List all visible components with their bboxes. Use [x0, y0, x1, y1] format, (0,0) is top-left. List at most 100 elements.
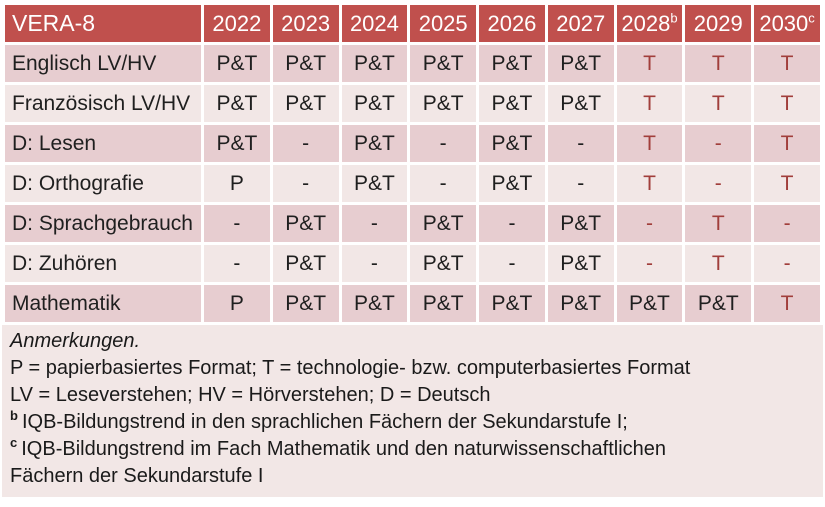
notes-heading: Anmerkungen. [10, 330, 141, 352]
table-row: D: Sprachgebrauch - P&T - P&T - P&T - T - [5, 205, 820, 242]
subject-cell: D: Orthografie [5, 165, 201, 202]
value-cell: - [272, 125, 339, 162]
value-cell: - [204, 205, 270, 242]
value-cell: P&T [272, 285, 339, 322]
table-row: D: Zuhören - P&T - P&T - P&T - T - [5, 245, 820, 282]
value-cell: P&T [272, 45, 339, 82]
table-header-row: VERA-8 2022 2023 2024 2025 2026 2027 2028b 2029… [5, 5, 820, 42]
subject-cell: Französisch LV/HV [5, 85, 201, 122]
value-cell: - [410, 165, 477, 202]
value-cell: T [754, 165, 820, 202]
value-cell: P&T [341, 285, 408, 322]
value-cell: T [616, 85, 683, 122]
value-cell: - [754, 205, 820, 242]
value-cell: - [341, 245, 408, 282]
value-cell: T [754, 45, 820, 82]
value-cell: - [547, 165, 614, 202]
table-row: Englisch LV/HV P&T P&T P&T P&T P&T P&T T T T [5, 45, 820, 82]
subject-cell: D: Zuhören [5, 245, 201, 282]
vera8-assessment-table: VERA-8 2022 2023 2024 2025 2026 2027 2028b 2029… [2, 2, 823, 325]
subject-cell: D: Lesen [5, 125, 201, 162]
note-b-marker: b [10, 408, 18, 424]
value-cell: P&T [341, 85, 408, 122]
value-cell: P&T [410, 245, 477, 282]
year-header-cell: 2029 [685, 5, 752, 42]
value-cell: P&T [410, 205, 477, 242]
value-cell: P&T [479, 85, 545, 122]
note-b-text: IQB-Bildungstrend in den sprachlichen Fä… [21, 411, 628, 433]
value-cell: - [754, 245, 820, 282]
table-row: D: Lesen P&T - P&T - P&T - T - T [5, 125, 820, 162]
value-cell: P&T [410, 45, 477, 82]
table-row: D: Orthografie P - P&T - P&T - T - T [5, 165, 820, 202]
value-cell: P&T [479, 125, 545, 162]
value-cell: T [754, 285, 820, 322]
notes-section: Anmerkungen. P = papierbasiertes Format;… [2, 325, 823, 497]
note-b: b IQB-Bildungstrend in den sprachlichen F… [10, 409, 813, 436]
value-cell: T [685, 45, 752, 82]
value-cell: T [616, 165, 683, 202]
value-cell: - [479, 205, 545, 242]
subject-cell: D: Sprachgebrauch [5, 205, 201, 242]
value-cell: - [272, 165, 339, 202]
value-cell: P&T [341, 165, 408, 202]
value-cell: - [341, 205, 408, 242]
value-cell: P&T [479, 285, 545, 322]
value-cell: T [685, 85, 752, 122]
value-cell: - [410, 125, 477, 162]
note-c: c IQB-Bildungstrend im Fach Mathematik un… [10, 436, 813, 463]
value-cell: P&T [479, 45, 545, 82]
value-cell: P&T [272, 245, 339, 282]
value-cell: P&T [547, 245, 614, 282]
value-cell: P&T [204, 45, 270, 82]
year-header-cell: 2025 [410, 5, 477, 42]
note-c-continuation: Fächern der Sekundarstufe I [10, 465, 264, 487]
value-cell: P&T [616, 285, 683, 322]
value-cell: T [754, 125, 820, 162]
value-cell: - [204, 245, 270, 282]
table-title: VERA-8 [5, 5, 201, 42]
value-cell: P&T [272, 85, 339, 122]
value-cell: P&T [341, 125, 408, 162]
table-row: Mathematik P P&T P&T P&T P&T P&T P&T P&T T [5, 285, 820, 322]
value-cell: P&T [341, 45, 408, 82]
value-cell: P&T [685, 285, 752, 322]
value-cell: - [616, 245, 683, 282]
value-cell: P&T [204, 125, 270, 162]
value-cell: P&T [547, 85, 614, 122]
value-cell: - [685, 125, 752, 162]
note-c-marker: c [10, 435, 18, 451]
value-cell: - [479, 245, 545, 282]
year-header-cell: 2030c [754, 5, 820, 42]
value-cell: P&T [204, 85, 270, 122]
note-c-text: IQB-Bildungstrend im Fach Mathematik und… [21, 438, 666, 460]
value-cell: T [754, 85, 820, 122]
value-cell: P [204, 165, 270, 202]
year-header-cell: 2028b [616, 5, 683, 42]
value-cell: T [685, 205, 752, 242]
value-cell: T [616, 45, 683, 82]
value-cell: P&T [272, 205, 339, 242]
year-header-cell: 2022 [204, 5, 270, 42]
value-cell: P&T [479, 165, 545, 202]
year-header-cell: 2027 [547, 5, 614, 42]
year-header-cell: 2023 [272, 5, 339, 42]
footnote-marker: b [670, 10, 678, 26]
value-cell: - [547, 125, 614, 162]
footnote-marker: c [808, 10, 815, 26]
subject-cell: Mathematik [5, 285, 201, 322]
value-cell: - [616, 205, 683, 242]
value-cell: - [685, 165, 752, 202]
year-header-cell: 2024 [341, 5, 408, 42]
value-cell: P&T [410, 85, 477, 122]
table-row: Französisch LV/HV P&T P&T P&T P&T P&T P&T T T T [5, 85, 820, 122]
value-cell: P&T [547, 45, 614, 82]
value-cell: P&T [410, 285, 477, 322]
value-cell: P [204, 285, 270, 322]
value-cell: P&T [547, 205, 614, 242]
year-header-cell: 2026 [479, 5, 545, 42]
value-cell: T [685, 245, 752, 282]
value-cell: P&T [547, 285, 614, 322]
value-cell: T [616, 125, 683, 162]
